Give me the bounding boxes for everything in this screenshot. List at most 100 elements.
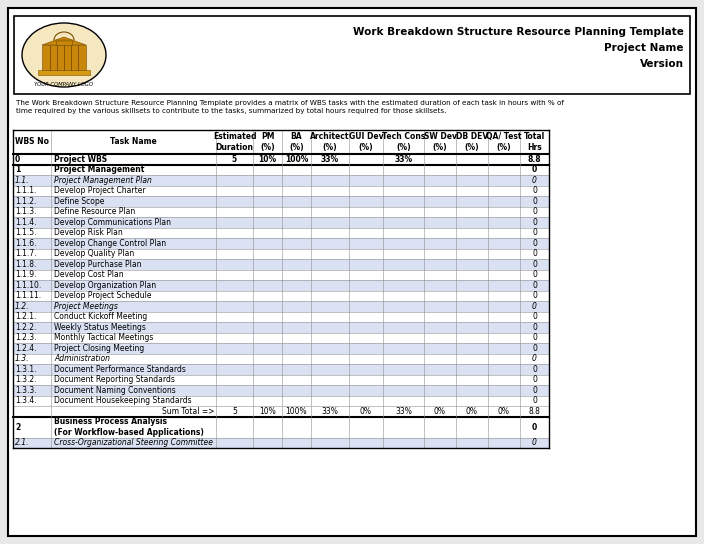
Text: Project Management: Project Management: [54, 165, 144, 174]
Text: 33%: 33%: [395, 407, 412, 416]
Text: 1.2.2.: 1.2.2.: [15, 323, 37, 332]
Text: Develop Quality Plan: Develop Quality Plan: [54, 249, 134, 258]
Text: Document Naming Conventions: Document Naming Conventions: [54, 386, 176, 395]
Text: Estimated
Duration: Estimated Duration: [213, 132, 256, 152]
Text: 0: 0: [532, 239, 537, 248]
Bar: [38, 70, 90, 75]
Text: 0: 0: [532, 344, 537, 353]
Bar: [42, 45, 86, 70]
Text: 33%: 33%: [321, 154, 339, 164]
Text: QA/ Test
(%): QA/ Test (%): [486, 132, 522, 152]
Text: 10%: 10%: [258, 154, 277, 164]
Polygon shape: [42, 37, 86, 45]
Bar: [13, 130, 549, 154]
Text: Document Housekeeping Standards: Document Housekeeping Standards: [54, 396, 191, 405]
Text: 0: 0: [532, 302, 537, 311]
Text: 1.2.3.: 1.2.3.: [15, 333, 37, 342]
Text: 0: 0: [532, 176, 537, 185]
Text: 1.1.6.: 1.1.6.: [15, 239, 37, 248]
Text: 0%: 0%: [466, 407, 478, 416]
Bar: [13, 196, 549, 207]
Bar: [13, 217, 549, 227]
Text: 0: 0: [532, 186, 537, 195]
Text: 0: 0: [15, 154, 20, 164]
Text: 0: 0: [532, 197, 537, 206]
Text: 0: 0: [532, 291, 537, 300]
Text: 1.1.8.: 1.1.8.: [15, 259, 37, 269]
Text: Version: Version: [640, 59, 684, 69]
Bar: [13, 207, 549, 217]
Text: 0: 0: [532, 375, 537, 384]
Text: Total
Hrs: Total Hrs: [524, 132, 545, 152]
Text: Document Reporting Standards: Document Reporting Standards: [54, 375, 175, 384]
Text: 8.8: 8.8: [528, 154, 541, 164]
Text: Project Closing Meeting: Project Closing Meeting: [54, 344, 144, 353]
Text: 0: 0: [532, 218, 537, 227]
Ellipse shape: [22, 23, 106, 87]
Bar: [13, 332, 549, 343]
Text: 1.3.1.: 1.3.1.: [15, 364, 37, 374]
Text: PM
(%): PM (%): [260, 132, 275, 152]
Text: Develop Cost Plan: Develop Cost Plan: [54, 270, 124, 279]
Text: 1.3.4.: 1.3.4.: [15, 396, 37, 405]
Bar: [13, 417, 549, 437]
Bar: [13, 259, 549, 269]
Text: Project Management Plan: Project Management Plan: [54, 176, 152, 185]
Text: 1.1.1.: 1.1.1.: [15, 186, 37, 195]
Text: Document Performance Standards: Document Performance Standards: [54, 364, 186, 374]
Bar: [14, 16, 690, 94]
Bar: [13, 227, 549, 238]
Text: Conduct Kickoff Meeting: Conduct Kickoff Meeting: [54, 312, 147, 322]
Bar: [13, 301, 549, 312]
Text: Tech Cons
(%): Tech Cons (%): [382, 132, 425, 152]
Text: 0: 0: [532, 354, 537, 363]
Text: 1.1.9.: 1.1.9.: [15, 270, 37, 279]
Text: 0: 0: [532, 438, 537, 447]
Text: 1.1.4.: 1.1.4.: [15, 218, 37, 227]
Text: 1.3.: 1.3.: [15, 354, 30, 363]
Text: 2.1.: 2.1.: [15, 438, 30, 447]
Text: Work Breakdown Structure Resource Planning Template: Work Breakdown Structure Resource Planni…: [353, 27, 684, 37]
Text: 2: 2: [15, 423, 20, 431]
Text: Develop Purchase Plan: Develop Purchase Plan: [54, 259, 142, 269]
Text: Develop Change Control Plan: Develop Change Control Plan: [54, 239, 166, 248]
Text: 1.1.7.: 1.1.7.: [15, 249, 37, 258]
Bar: [13, 385, 549, 395]
Text: DB DEV
(%): DB DEV (%): [456, 132, 488, 152]
Text: 1.1.2.: 1.1.2.: [15, 197, 37, 206]
Bar: [13, 312, 549, 322]
Text: WBS No: WBS No: [15, 138, 49, 146]
Text: Task Name: Task Name: [110, 138, 157, 146]
Bar: [13, 364, 549, 374]
Bar: [13, 154, 549, 164]
Text: 1.2.1.: 1.2.1.: [15, 312, 37, 322]
Bar: [13, 164, 549, 175]
Text: The Work Breakdown Structure Resource Planning Template provides a matrix of WBS: The Work Breakdown Structure Resource Pl…: [16, 100, 564, 114]
Text: Define Resource Plan: Define Resource Plan: [54, 207, 135, 217]
Text: Project Name: Project Name: [605, 43, 684, 53]
Text: 8.8: 8.8: [529, 407, 541, 416]
Text: 1.1.11.: 1.1.11.: [15, 291, 41, 300]
Polygon shape: [54, 40, 74, 41]
Text: 0: 0: [532, 270, 537, 279]
Text: Develop Project Charter: Develop Project Charter: [54, 186, 146, 195]
Bar: [13, 437, 549, 448]
Text: 1.3.3.: 1.3.3.: [15, 386, 37, 395]
Text: Cross-Organizational Steering Committee: Cross-Organizational Steering Committee: [54, 438, 213, 447]
Text: 5: 5: [232, 154, 237, 164]
Bar: [13, 186, 549, 196]
Text: 1.1.3.: 1.1.3.: [15, 207, 37, 217]
Text: 10%: 10%: [259, 407, 276, 416]
Text: YOUR COMPANY LOGO: YOUR COMPANY LOGO: [34, 82, 94, 87]
Text: 100%: 100%: [285, 154, 308, 164]
Bar: [13, 249, 549, 259]
Text: 1.2.: 1.2.: [15, 302, 30, 311]
Text: Develop Organization Plan: Develop Organization Plan: [54, 281, 156, 290]
Text: 1.2.4.: 1.2.4.: [15, 344, 37, 353]
Text: 0: 0: [532, 281, 537, 290]
Text: BA
(%): BA (%): [289, 132, 304, 152]
Text: 1.1.10.: 1.1.10.: [15, 281, 42, 290]
Text: Develop Risk Plan: Develop Risk Plan: [54, 228, 122, 237]
Text: Define Scope: Define Scope: [54, 197, 104, 206]
Text: 0: 0: [532, 249, 537, 258]
